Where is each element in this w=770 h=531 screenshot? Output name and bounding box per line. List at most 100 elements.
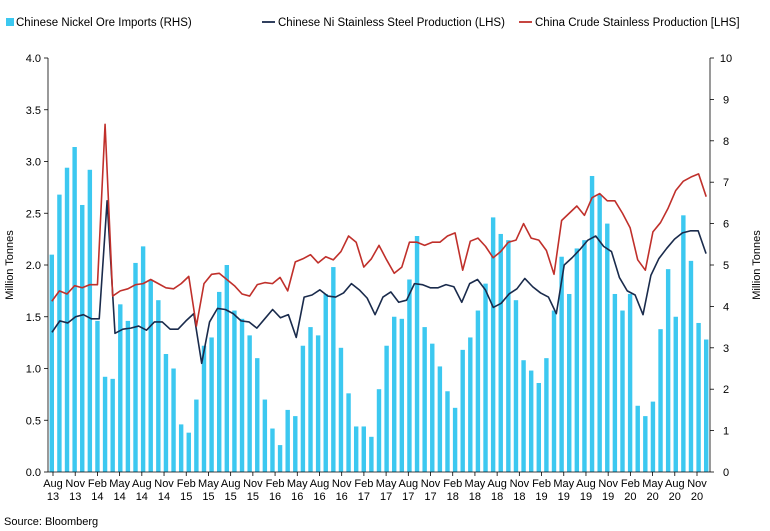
bar — [688, 260, 694, 472]
bar — [125, 320, 131, 472]
right-axis-tick-label: 0 — [723, 467, 729, 479]
bar — [87, 169, 93, 472]
bar — [460, 349, 465, 472]
bar — [118, 304, 123, 472]
bar — [650, 401, 656, 472]
right-axis-tick-label: 3 — [723, 343, 729, 355]
x-axis-tick-label-month: Nov — [687, 478, 707, 490]
legend-item-ni-stainless-production: Chinese Ni Stainless Steel Production (L… — [262, 17, 505, 29]
x-axis-tick-label-month: May — [198, 478, 219, 490]
x-axis-tick-label-month: Aug — [576, 478, 596, 490]
legend-item-nickel-ore-imports: Chinese Nickel Ore Imports (RHS) — [6, 17, 192, 29]
bar — [285, 409, 290, 472]
x-axis-tick-label-month: Nov — [598, 478, 618, 490]
bar — [414, 236, 420, 472]
x-axis-tick-label-year: 16 — [336, 491, 348, 503]
x-axis-tick-label-month: Nov — [243, 478, 263, 490]
x-axis-tick-label-month: Feb — [443, 478, 462, 490]
legend-label-crude-stainless-production: China Crude Stainless Production [LHS] — [535, 17, 740, 29]
bar — [528, 370, 534, 472]
bar — [148, 279, 153, 472]
bar — [422, 327, 427, 472]
bar — [597, 194, 602, 472]
bar — [217, 291, 222, 472]
right-axis-tick-label: 8 — [723, 136, 729, 148]
bar — [392, 316, 397, 472]
right-axis-tick-label: 10 — [720, 53, 732, 65]
bar — [57, 194, 62, 472]
bar — [171, 368, 176, 472]
x-axis-tick-label-year: 20 — [669, 491, 681, 503]
left-axis-tick-label: 3.5 — [26, 105, 41, 117]
left-axis-tick-label: 0.0 — [26, 467, 41, 479]
bar — [506, 240, 511, 472]
bar — [407, 279, 412, 472]
bar — [239, 318, 245, 472]
x-axis-tick-label-year: 18 — [491, 491, 503, 503]
legend: Chinese Nickel Ore Imports (RHS) Chinese… — [6, 17, 740, 29]
bar — [483, 283, 488, 472]
bar — [308, 327, 313, 472]
left-axis-tick-label: 1.0 — [26, 364, 41, 376]
bar — [490, 217, 496, 472]
x-axis-tick-label-month: May — [109, 478, 130, 490]
line-series-crude-stainless-production — [51, 123, 707, 327]
bar — [437, 366, 443, 472]
line-ni-stainless-production — [51, 200, 707, 365]
bar — [255, 358, 260, 472]
bar — [703, 339, 709, 472]
left-axis-tick-label: 4.0 — [26, 53, 41, 65]
bar — [376, 389, 382, 472]
x-axis-tick-label-month: Aug — [487, 478, 507, 490]
bar — [140, 246, 146, 472]
legend-item-crude-stainless-production: China Crude Stainless Production [LHS] — [519, 17, 740, 29]
x-axis-tick-label-year: 16 — [291, 491, 303, 503]
x-axis-tick-label-year: 19 — [535, 491, 547, 503]
x-axis-tick-label-month: Feb — [354, 478, 373, 490]
bar — [635, 405, 640, 472]
bar — [681, 215, 686, 472]
x-axis-tick-label-month: May — [376, 478, 397, 490]
bar — [293, 416, 298, 472]
left-axis-title: Million Tonnes — [4, 230, 16, 300]
x-axis-tick-label-year: 16 — [269, 491, 281, 503]
bar — [277, 445, 283, 472]
x-axis-tick-label-year: 19 — [602, 491, 614, 503]
bar — [323, 293, 328, 472]
x-axis-tick-label-month: Feb — [266, 478, 285, 490]
left-axis-tick-label: 2.0 — [26, 260, 41, 272]
bar — [513, 300, 519, 472]
bar — [315, 335, 321, 472]
x-axis-tick-label-year: 18 — [469, 491, 481, 503]
bar — [331, 267, 336, 472]
bar — [620, 310, 625, 472]
bar — [156, 300, 161, 472]
x-axis-tick-label-month: Nov — [510, 478, 530, 490]
legend-swatch-nickel-ore-imports — [6, 18, 14, 26]
x-axis-tick-label-month: Aug — [665, 478, 685, 490]
x-axis-tick-label-year: 14 — [136, 491, 148, 503]
bar — [110, 378, 115, 472]
bar — [262, 399, 268, 472]
left-axis-tick-label: 1.5 — [26, 312, 41, 324]
right-axis-tick-label: 9 — [723, 94, 729, 106]
bar — [643, 416, 648, 472]
x-axis-tick-label-year: 18 — [447, 491, 459, 503]
x-axis-tick-label-year: 19 — [558, 491, 570, 503]
x-axis-tick-label-year: 20 — [646, 491, 658, 503]
right-axis-tick-label: 7 — [723, 177, 729, 189]
x-axis-tick-label-month: Feb — [177, 478, 196, 490]
bar — [452, 407, 458, 472]
right-axis-tick-label: 4 — [723, 301, 729, 313]
bar — [194, 399, 199, 472]
x-axis: Aug13Nov13Feb14May14Aug14Nov14Feb15May15… — [43, 471, 710, 503]
bar — [475, 310, 481, 472]
x-axis-tick-label-month: Aug — [399, 478, 419, 490]
bar — [224, 265, 230, 472]
bar — [369, 436, 374, 472]
right-axis-tick-label: 2 — [723, 384, 729, 396]
bar — [696, 322, 701, 472]
x-axis-tick-label-month: Nov — [332, 478, 352, 490]
bar — [163, 354, 169, 472]
